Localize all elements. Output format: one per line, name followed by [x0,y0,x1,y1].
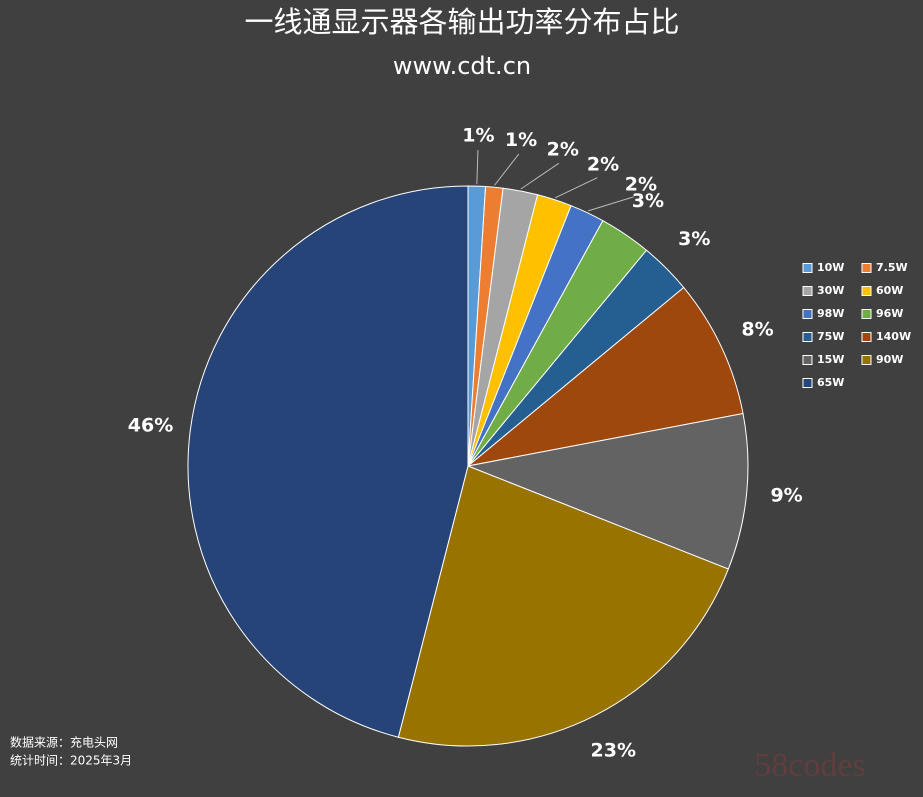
data-label: 2% [587,153,619,175]
pie-slice [466,412,749,570]
data-label: 2% [625,173,657,195]
data-label: 3% [632,190,664,212]
legend-swatch [802,355,813,365]
data-label: 1% [505,129,537,151]
legend-label: 65W [817,376,844,389]
legend-swatch [861,286,872,296]
data-label: 2% [547,138,579,160]
watermark: 58codes [754,747,865,784]
legend-label: 75W [817,330,844,343]
leader-line [520,162,560,190]
leader-line [554,177,598,199]
legend-swatch [802,286,813,296]
data-label: 9% [770,485,802,507]
legend-swatch [861,355,872,365]
legend-swatch [802,309,813,319]
legend-label: 15W [817,353,844,366]
legend-swatch [861,263,872,273]
data-label: 46% [128,414,173,436]
legend-swatch [802,378,813,388]
legend-label: 90W [876,353,903,366]
chart-subtitle: www.cdt.cn [393,52,531,80]
chart-title: 一线通显示器各输出功率分布占比 [244,5,679,39]
leader-line [494,153,520,186]
data-label: 8% [741,318,773,340]
pie-slice [467,286,744,467]
legend-label: 10W [817,261,844,274]
legend-swatch [861,309,872,319]
legend-label: 96W [876,307,903,320]
legend-swatch [802,263,813,273]
legend-label: 7.5W [876,261,908,274]
data-label: 3% [678,228,710,250]
legend-swatch [861,332,872,342]
legend-label: 30W [817,284,844,297]
leader-line [476,150,479,185]
legend-label: 98W [817,307,844,320]
pie-slice [187,185,469,738]
data-label: 23% [591,740,636,762]
legend-swatch [802,332,813,342]
pie-slice [397,465,729,747]
source-note: 数据来源：充电头网 [10,735,118,750]
legend-label: 60W [876,284,903,297]
legend-label: 140W [876,330,911,343]
data-label: 1% [462,125,494,147]
date-note: 统计时间：2025年3月 [10,754,132,768]
leader-line [587,196,634,212]
